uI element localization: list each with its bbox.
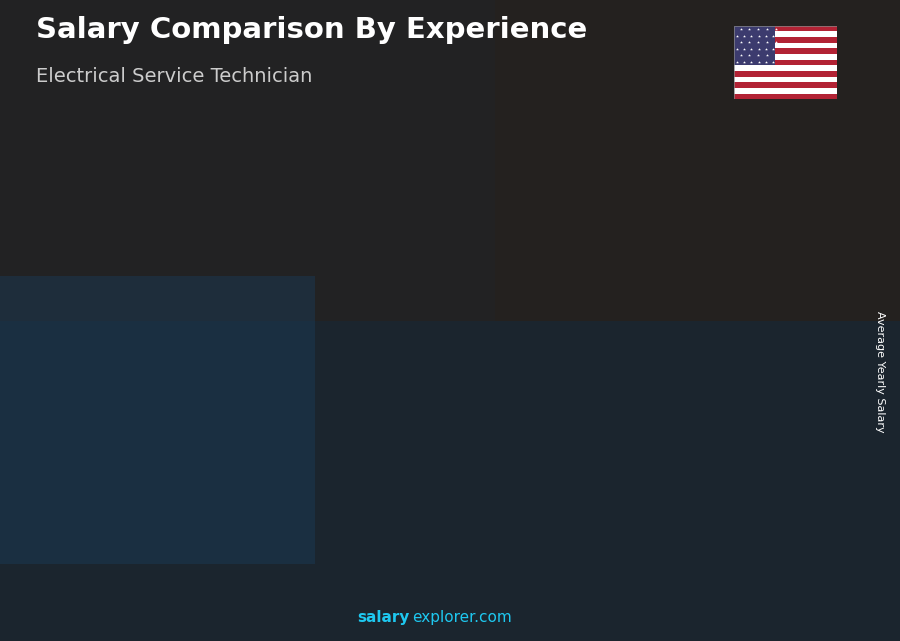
- Bar: [734, 26, 775, 65]
- Text: +8%: +8%: [655, 186, 701, 204]
- Polygon shape: [320, 329, 405, 338]
- Text: 26,200 USD: 26,200 USD: [328, 376, 406, 390]
- FancyArrowPatch shape: [122, 401, 232, 445]
- Bar: [78, 449, 156, 564]
- Bar: [577, 263, 654, 564]
- Polygon shape: [320, 329, 328, 564]
- Text: Electrical Service Technician: Electrical Service Technician: [36, 67, 312, 87]
- Text: 34,900 USD: 34,900 USD: [577, 317, 655, 329]
- Text: salary: salary: [357, 610, 410, 625]
- Bar: [734, 54, 837, 60]
- Text: +22%: +22%: [400, 210, 458, 228]
- Text: 37,700 USD: 37,700 USD: [701, 297, 780, 310]
- Bar: [734, 77, 837, 82]
- Bar: [702, 238, 779, 564]
- Bar: [734, 37, 837, 43]
- Bar: [0, 276, 315, 564]
- Polygon shape: [570, 251, 577, 564]
- Polygon shape: [694, 226, 779, 238]
- Text: Salary Comparison By Experience: Salary Comparison By Experience: [36, 16, 587, 44]
- Bar: [734, 65, 837, 71]
- Bar: [734, 43, 837, 48]
- Text: 17,700 USD: 17,700 USD: [202, 435, 281, 448]
- Bar: [734, 48, 837, 54]
- Polygon shape: [445, 276, 530, 288]
- Polygon shape: [195, 405, 281, 411]
- Bar: [734, 60, 837, 65]
- Text: Average Yearly Salary: Average Yearly Salary: [875, 311, 886, 433]
- Text: +33%: +33%: [150, 342, 209, 360]
- Polygon shape: [195, 405, 203, 564]
- Text: explorer.com: explorer.com: [412, 610, 512, 625]
- Text: +48%: +48%: [275, 247, 333, 265]
- Text: 32,000 USD: 32,000 USD: [452, 337, 531, 349]
- Bar: [0, 320, 900, 641]
- Polygon shape: [71, 445, 78, 564]
- Bar: [495, 0, 900, 320]
- Bar: [328, 338, 405, 564]
- Bar: [734, 82, 837, 88]
- Bar: [453, 288, 530, 564]
- Text: +9%: +9%: [531, 202, 576, 220]
- FancyArrowPatch shape: [372, 279, 482, 333]
- Bar: [734, 26, 837, 31]
- Bar: [0, 0, 900, 320]
- Bar: [734, 88, 837, 94]
- Text: 13,300 USD: 13,300 USD: [77, 465, 157, 479]
- Bar: [734, 94, 837, 99]
- Polygon shape: [445, 276, 453, 564]
- Polygon shape: [71, 445, 156, 449]
- Bar: [734, 71, 837, 77]
- Bar: [734, 31, 837, 37]
- Polygon shape: [694, 226, 702, 564]
- FancyArrowPatch shape: [497, 247, 607, 284]
- Bar: [203, 411, 281, 564]
- FancyArrowPatch shape: [247, 331, 356, 407]
- Polygon shape: [570, 251, 654, 263]
- FancyArrowPatch shape: [622, 223, 732, 259]
